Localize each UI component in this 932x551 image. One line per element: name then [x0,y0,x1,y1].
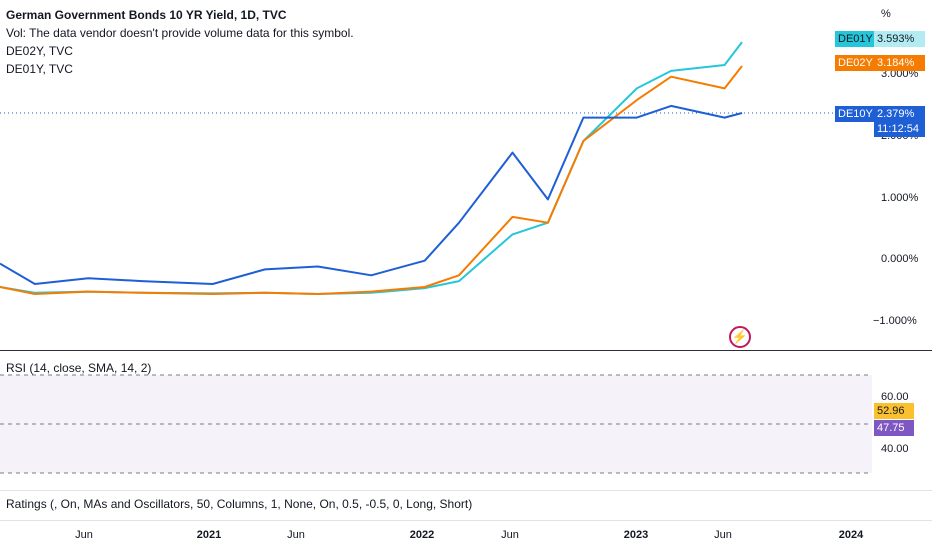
price-tag-symbol-de01y: DE01Y [835,31,875,47]
time-axis[interactable]: Jun 2021 Jun 2022 Jun 2023 Jun 2024 [0,520,932,551]
price-tag-value-de10y: 2.379% [874,106,925,122]
time-label: 2021 [196,529,222,541]
ratings-pane[interactable]: Ratings (, On, MAs and Oscillators, 50, … [0,490,932,521]
price-tag-symbol-de10y: DE10Y [835,106,875,122]
series-line-de10y[interactable] [0,104,743,285]
price-tag-symbol-de02y: DE02Y [835,55,875,71]
time-label: 2024 [838,529,864,541]
time-label: 2023 [623,529,649,541]
lightning-icon[interactable]: ⚡ [729,326,751,348]
chart-legend: German Government Bonds 10 YR Yield, 1D,… [6,6,354,78]
volume-note: Vol: The data vendor doesn't provide vol… [6,26,354,40]
compare-symbol-de01y[interactable]: DE01Y, TVC [6,62,73,76]
main-chart-pane[interactable]: German Government Bonds 10 YR Yield, 1D,… [0,0,932,350]
rsi-pane[interactable]: RSI (14, close, SMA, 14, 2) 60.00 40.00 … [0,350,932,491]
price-axis-tick: −1.000% [873,315,917,327]
time-label: Jun [714,529,732,541]
price-tag-value-de01y: 3.593% [874,31,925,47]
bar-countdown: 11:12:54 [874,121,925,137]
time-label: Jun [75,529,93,541]
series-line-de02y[interactable] [0,65,743,295]
rsi-value-tag: 47.75 [874,420,914,436]
rsi-sma-value-tag: 52.96 [874,403,914,419]
rsi-legend[interactable]: RSI (14, close, SMA, 14, 2) [6,361,152,375]
price-axis-unit: % [881,8,891,20]
price-tag-value-de02y: 3.184% [874,55,925,71]
rsi-chart[interactable] [0,351,932,491]
price-axis-tick: 0.000% [881,253,919,265]
rsi-axis-tick: 60.00 [881,391,909,403]
time-label: Jun [501,529,519,541]
rsi-axis-tick: 40.00 [881,443,909,455]
ratings-legend[interactable]: Ratings (, On, MAs and Oscillators, 50, … [6,497,473,511]
series-line-de01y[interactable] [0,41,743,295]
compare-symbol-de02y[interactable]: DE02Y, TVC [6,44,73,58]
yield-chart[interactable] [0,0,932,350]
price-axis-tick: 1.000% [881,192,919,204]
time-label: 2022 [409,529,435,541]
time-label: Jun [287,529,305,541]
symbol-title[interactable]: German Government Bonds 10 YR Yield, 1D,… [6,8,287,22]
price-axis-tick: 3.000% [881,68,919,80]
